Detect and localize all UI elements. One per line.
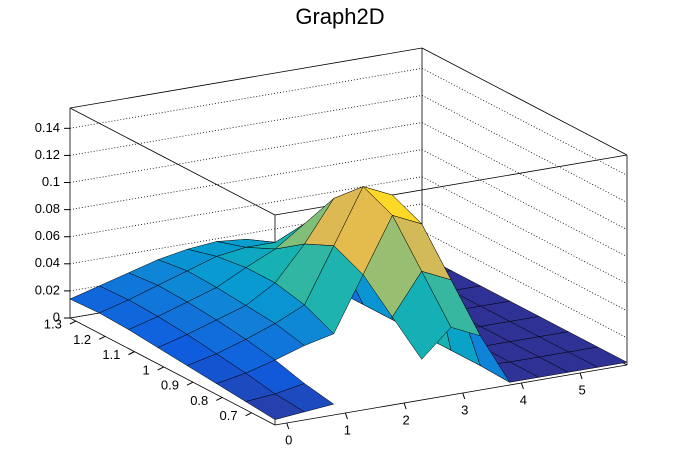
y-tick-label: 1.1 (102, 347, 120, 362)
z-tick-label: 0.1 (42, 174, 60, 189)
z-tick-label: 0.08 (35, 201, 60, 216)
y-tick-label: 0.8 (190, 393, 208, 408)
y-tick (245, 412, 252, 417)
grid-line (69, 149, 423, 211)
x-tick-label: 5 (578, 382, 585, 397)
z-tick-label: 0 (53, 309, 60, 324)
z-tick-label: 0.04 (35, 255, 60, 270)
grid-line (421, 176, 628, 285)
grid-line (421, 203, 628, 312)
x-tick (579, 372, 583, 380)
surface-cell (392, 270, 452, 360)
x-tick-label: 0 (285, 432, 292, 447)
y-tick (98, 335, 106, 340)
y-tick (186, 381, 194, 386)
y-tick (128, 351, 135, 356)
grid-line (69, 95, 423, 156)
grid-line (421, 230, 628, 339)
z-tick-label: 0.02 (35, 282, 60, 297)
box-edge (69, 107, 276, 216)
z-tick-label: 0.14 (35, 120, 60, 135)
x-tick-label: 4 (520, 392, 527, 407)
y-tick-label: 1.2 (73, 332, 91, 347)
x-tick (520, 382, 524, 390)
y-tick-label: 1.3 (44, 316, 62, 331)
grid-line (421, 149, 628, 257)
z-tick-label: 0.06 (35, 228, 60, 243)
y-tick (157, 366, 164, 371)
x-tick (403, 402, 407, 410)
grid-line (69, 122, 423, 183)
box-edge (421, 47, 628, 156)
surface-cell (245, 393, 305, 420)
y-tick-label: 1 (142, 362, 149, 377)
z-tick-label: 0.12 (35, 147, 60, 162)
y-tick-label: 0.7 (219, 408, 237, 423)
x-tick (286, 422, 290, 430)
y-tick-label: 0.9 (161, 378, 179, 393)
x-tick (462, 392, 466, 400)
x-tick-label: 1 (344, 422, 351, 437)
x-tick-label: 3 (461, 402, 468, 417)
chart-title: Graph2D (295, 4, 384, 29)
y-tick (216, 397, 223, 401)
grid-line (421, 122, 628, 230)
box-edge (274, 364, 628, 426)
y-tick (69, 320, 77, 325)
x-tick (344, 412, 348, 420)
box-edge (69, 317, 276, 426)
grid-line (421, 67, 628, 176)
x-tick-label: 2 (402, 412, 409, 427)
grid-line (69, 67, 423, 129)
grid-line (421, 95, 628, 203)
box-edge (69, 47, 423, 109)
